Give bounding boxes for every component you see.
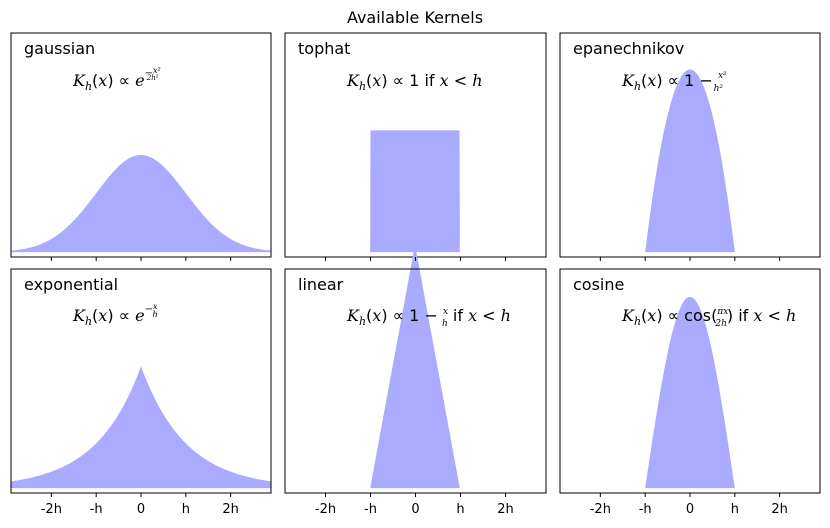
x-tick-label: -2h — [590, 502, 611, 517]
x-axis-ticks: -2h -h 0 h 2h -2h -h 0 h 2h -2h -h 0 h 2h — [41, 257, 788, 517]
x-tick-label: -h — [364, 502, 377, 517]
panel-title: gaussian — [24, 39, 95, 58]
panel-title: tophat — [298, 39, 350, 58]
exponential-area — [11, 366, 271, 489]
panel-title: linear — [298, 275, 344, 294]
panel-epanechnikov: epanechnikov Kh(x) ∝ 1 − x² h² — [559, 32, 821, 258]
x-tick-label: 0 — [137, 502, 145, 517]
x-tick-label: 0 — [411, 502, 419, 517]
kernel-formula: Kh(x) ∝ e−x² 2h² — [72, 66, 161, 93]
panel-title: cosine — [573, 275, 624, 294]
gaussian-area — [11, 155, 271, 253]
x-tick-label: h — [731, 502, 739, 517]
x-tick-label: -h — [639, 502, 652, 517]
panel-cosine: cosine Kh(x) ∝ cos(πx 2h) if x < h — [559, 268, 821, 494]
kernel-formula: Kh(x) ∝ cos(πx 2h) if x < h — [621, 306, 796, 329]
epanechnikov-area — [560, 69, 820, 253]
cosine-area — [560, 296, 820, 489]
panel-gaussian: gaussian Kh(x) ∝ e−x² 2h² — [10, 32, 272, 258]
panel-title: epanechnikov — [573, 39, 684, 58]
panel-exponential: exponential Kh(x) ∝ e−x h — [10, 268, 272, 494]
panel-title: exponential — [24, 275, 118, 294]
x-tick-label: -2h — [315, 502, 336, 517]
tophat-area — [285, 130, 545, 253]
panel-tophat: tophat Kh(x) ∝ 1 if x < h — [284, 32, 547, 258]
x-tick-label: 2h — [771, 502, 788, 517]
kernel-formula: Kh(x) ∝ e−x h — [72, 302, 158, 328]
x-tick-label: 2h — [497, 502, 514, 517]
x-tick-label: h — [182, 502, 190, 517]
kernel-formula: Kh(x) ∝ 1 − x² h² — [621, 71, 727, 94]
linear-area — [285, 244, 545, 489]
x-tick-label: 2h — [222, 502, 239, 517]
x-tick-label: 0 — [686, 502, 694, 517]
x-tick-label: -h — [90, 502, 103, 517]
x-tick-label: h — [456, 502, 464, 517]
figure-title: Available Kernels — [347, 8, 483, 27]
kernel-formula: Kh(x) ∝ 1 if x < h — [346, 71, 483, 93]
x-tick-label: -2h — [41, 502, 62, 517]
